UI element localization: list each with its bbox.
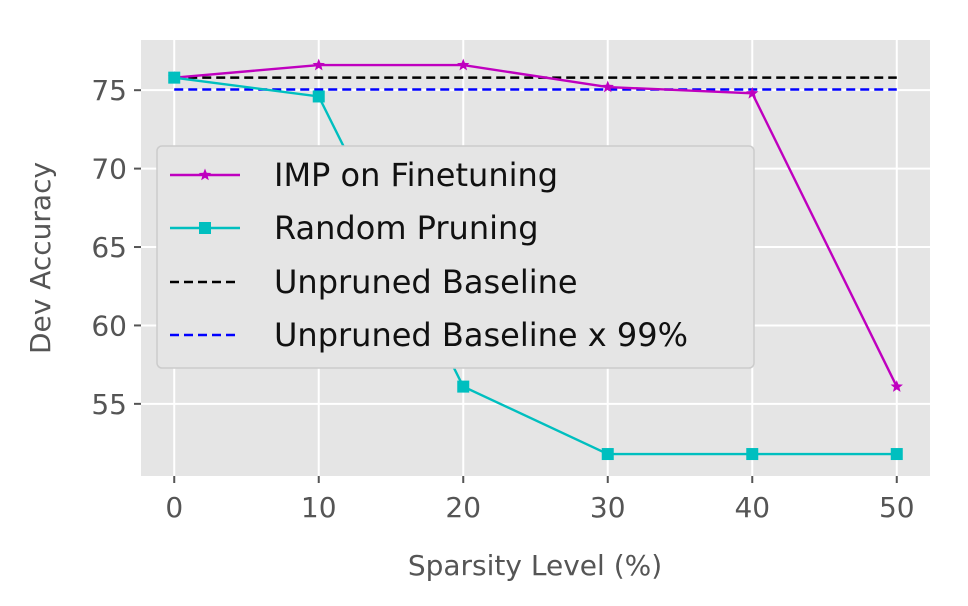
x-tick-label: 20 [445,491,481,524]
x-tick-label: 40 [734,491,770,524]
x-tick-label: 0 [165,491,183,524]
data-point [312,58,325,71]
x-tick-label: 10 [301,491,337,524]
x-tick-label: 30 [590,491,626,524]
series-line [174,63,898,388]
data-point [457,380,470,393]
data-point [746,86,759,99]
data-point [601,80,614,93]
data-point [746,448,759,461]
y-tick-label: 60 [91,309,127,342]
legend-marker [198,168,212,181]
y-axis-title: Dev Accuracy [24,162,57,354]
data-point [601,448,614,461]
series-markers [168,58,903,461]
data-point [168,71,181,84]
data-point [890,380,903,392]
legend-box [156,145,755,369]
x-tick-label: 50 [879,491,915,524]
y-tick-label: 75 [91,74,127,107]
x-axis-title: Sparsity Level (%) [408,549,662,582]
legend-label: Unpruned Baseline x 99% [274,316,688,354]
data-point [457,58,470,71]
legend-label: Unpruned Baseline [274,263,578,301]
y-tick-label: 70 [91,153,127,186]
y-tick-labels: 55 60 65 70 75 [91,74,141,421]
legend-label: IMP on Finetuning [274,156,558,194]
legend: IMP on Finetuning Random Pruning Unpruned … [156,145,755,369]
legend-label: Random Pruning [274,209,539,247]
series-lines [174,63,898,456]
data-point [312,90,325,103]
data-point [890,448,903,461]
series-line [174,76,897,456]
y-tick-label: 55 [91,388,127,421]
legend-marker [199,222,211,234]
y-tick-label: 65 [91,231,127,264]
x-tick-labels: 0 10 20 30 40 50 [165,476,915,524]
